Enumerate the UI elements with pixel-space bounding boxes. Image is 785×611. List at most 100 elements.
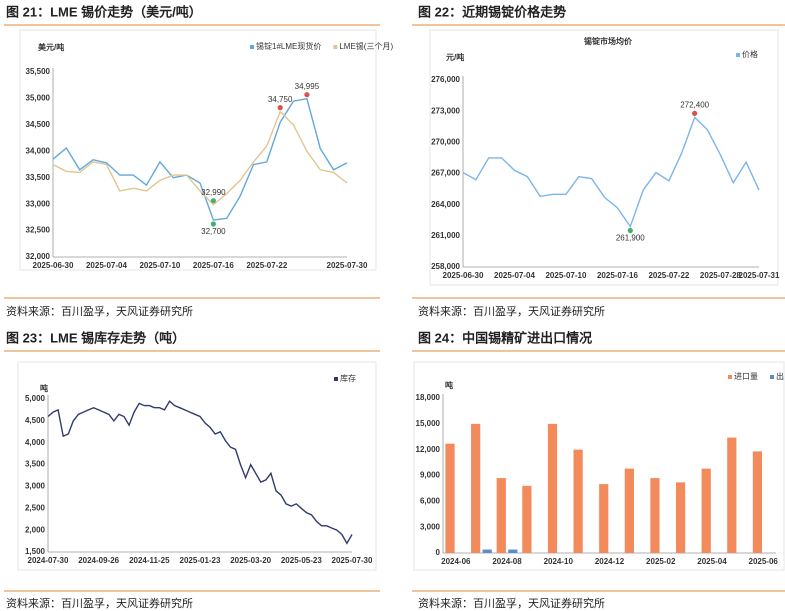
- x-tick-label: 2025-07-30: [327, 261, 368, 270]
- bar: [727, 437, 737, 553]
- chart-frame: [19, 29, 377, 271]
- y-tick-label: 6,000: [420, 496, 441, 505]
- x-tick-label: 2025-07-31: [739, 271, 780, 280]
- x-tick-label: 2025-07-04: [494, 271, 535, 280]
- y-tick-label: 34,500: [26, 120, 51, 129]
- legend-swatch: [334, 377, 338, 381]
- y-tick-label: 1,500: [25, 547, 46, 556]
- x-tick-label: 2024-12: [595, 557, 625, 566]
- legend-label: 出口量: [776, 371, 785, 381]
- legend-label: 进口量: [734, 372, 758, 381]
- figure-caption: 图 22：近期锡锭价格走势: [418, 4, 566, 19]
- x-tick-label: 2025-06-30: [33, 261, 74, 270]
- y-tick-label: 12,000: [416, 445, 441, 454]
- line-series: [52, 97, 348, 221]
- y-tick-label: 4,500: [25, 416, 46, 425]
- y-tick-label: 4,000: [25, 438, 46, 447]
- source-note: 资料来源：百川盈孚，天风证券研究所: [6, 304, 193, 318]
- bar: [471, 423, 481, 553]
- x-tick-label: 2024-11-25: [129, 556, 170, 565]
- x-tick-label: 2024-06: [441, 557, 471, 566]
- bar: [650, 478, 660, 553]
- legend-label: 库存: [340, 373, 356, 383]
- y-tick-label: 33,500: [26, 173, 51, 182]
- bar: [496, 478, 506, 553]
- y-tick-label: 3,000: [25, 482, 46, 491]
- data-label: 261,900: [616, 234, 645, 243]
- y-tick-label: 2,000: [25, 525, 46, 534]
- source-note: 资料来源：百川盈孚，天风证券研究所: [6, 596, 193, 610]
- data-label: 34,750: [268, 95, 293, 104]
- y-axis-label: 美元/吨: [38, 42, 64, 52]
- x-tick-label: 2025-07-22: [648, 271, 689, 280]
- bar: [522, 485, 532, 553]
- x-tick-label: 2024-07-30: [28, 556, 69, 565]
- x-tick-label: 2025-07-16: [597, 271, 638, 280]
- x-tick-label: 2025-07-22: [246, 261, 287, 270]
- legend-swatch: [333, 45, 338, 49]
- point-marker: [210, 198, 216, 204]
- y-tick-label: 270,000: [431, 137, 460, 146]
- point-marker: [210, 221, 216, 227]
- y-tick-label: 3,000: [420, 522, 441, 531]
- x-tick-label: 2025-05-23: [281, 556, 322, 565]
- x-tick-label: 2025-04: [697, 557, 727, 566]
- bar: [675, 482, 686, 553]
- line-series: [52, 110, 348, 206]
- y-tick-label: 261,000: [431, 231, 460, 240]
- figure-caption: 图 23：LME 锡库存走势（吨）: [6, 330, 185, 345]
- source-note: 资料来源：百川盈孚，天风证券研究所: [418, 596, 605, 610]
- line-series: [462, 116, 760, 229]
- y-tick-label: 34,000: [26, 146, 51, 155]
- y-tick-label: 9,000: [420, 471, 441, 480]
- y-tick-label: 3,500: [25, 460, 46, 469]
- legend-label: LME锡(三个月): [339, 42, 393, 51]
- legend-label: 价格: [742, 49, 758, 59]
- x-tick-label: 2025-07-10: [545, 271, 586, 280]
- y-tick-label: 32,000: [26, 252, 51, 261]
- legend-label: 锡锭1#LME现货价: [256, 41, 321, 51]
- figure-caption: 图 24：中国锡精矿进出口情况: [418, 330, 592, 345]
- y-tick-label: 35,000: [26, 94, 51, 103]
- x-tick-label: 2024-10: [544, 557, 574, 566]
- point-marker: [304, 92, 310, 98]
- bar: [482, 549, 492, 553]
- bar: [752, 451, 763, 553]
- y-tick-label: 2,500: [25, 503, 46, 512]
- point-marker: [627, 227, 633, 234]
- x-tick-label: 2025-01-23: [180, 556, 221, 565]
- bar: [547, 423, 558, 553]
- bar: [701, 468, 711, 553]
- x-tick-label: 2025-03-20: [230, 556, 271, 565]
- y-tick-label: 33,000: [26, 199, 51, 208]
- data-label: 32,700: [201, 227, 226, 236]
- x-tick-label: 2024-09-26: [78, 556, 119, 565]
- y-tick-label: 18,000: [416, 393, 441, 402]
- y-tick-label: 264,000: [431, 200, 460, 209]
- bar: [573, 449, 583, 553]
- figure-caption: 图 21：LME 锡价走势（美元/吨）: [6, 4, 202, 19]
- legend-swatch: [728, 375, 732, 379]
- data-label: 32,990: [201, 188, 226, 197]
- y-tick-label: 5,000: [25, 394, 46, 403]
- x-tick-label: 2025-06: [749, 557, 779, 566]
- chart-frame: [429, 29, 779, 286]
- legend-swatch: [250, 45, 254, 49]
- point-marker: [692, 110, 698, 116]
- bar: [508, 549, 518, 553]
- y-tick-label: 276,000: [431, 75, 460, 84]
- chart-frame: [17, 361, 377, 571]
- x-tick-label: 2025-02: [646, 557, 676, 566]
- x-tick-label: 2025-07-16: [193, 261, 234, 270]
- bar: [445, 443, 455, 553]
- data-label: 272,400: [680, 101, 709, 110]
- y-tick-label: 35,500: [26, 67, 51, 76]
- chart-title: 锡锭市场均价: [584, 36, 633, 46]
- x-tick-label: 2025-07-30: [332, 556, 373, 565]
- y-tick-label: 258,000: [431, 262, 460, 271]
- source-note: 资料来源：百川盈孚，天风证券研究所: [418, 304, 605, 318]
- y-tick-label: 32,500: [26, 226, 51, 235]
- x-tick-label: 2024-08: [492, 557, 522, 566]
- data-label: 34,995: [295, 82, 320, 91]
